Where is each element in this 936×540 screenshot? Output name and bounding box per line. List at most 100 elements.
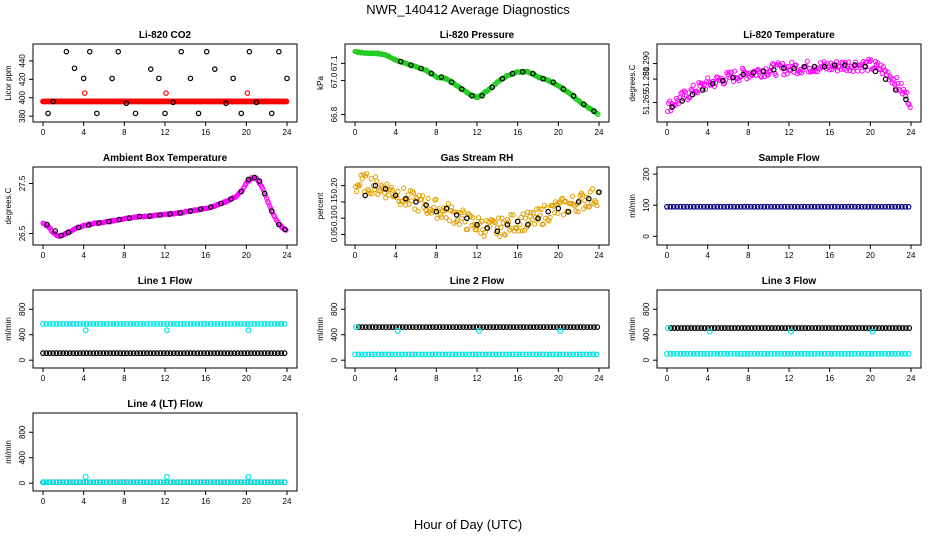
data-point <box>83 350 90 357</box>
data-point <box>681 88 687 94</box>
data-point <box>751 350 758 357</box>
data-point <box>583 203 589 209</box>
data-point <box>805 350 811 357</box>
data-point <box>241 479 248 486</box>
data-point <box>555 205 562 212</box>
data-point <box>154 321 160 327</box>
data-point <box>181 479 187 486</box>
data-point <box>774 203 781 210</box>
data-point <box>687 203 694 210</box>
data-point <box>821 63 828 70</box>
series-cyan <box>40 321 288 334</box>
data-point <box>476 327 483 334</box>
x-tick-label: 16 <box>825 374 834 383</box>
data-point <box>724 350 731 357</box>
data-point <box>754 203 761 210</box>
data-point <box>528 209 534 216</box>
data-point <box>261 188 267 194</box>
data-point <box>580 351 587 358</box>
x-tick-label: 16 <box>513 374 522 383</box>
data-point <box>463 324 470 330</box>
data-point <box>90 350 97 357</box>
data-point <box>418 65 424 72</box>
panel-10: Line 4 (LT) Flow ml/min 0 4 8 12 16 20 24 0 400 800 <box>4 399 298 506</box>
data-point <box>852 325 859 331</box>
data-point <box>272 214 278 220</box>
data-point <box>446 218 453 224</box>
data-point <box>504 221 511 228</box>
data-point <box>140 479 147 486</box>
data-point <box>744 350 751 357</box>
data-point <box>97 350 103 357</box>
data-point <box>510 324 517 330</box>
data-point <box>453 212 460 218</box>
data-point <box>530 324 537 330</box>
data-point <box>866 325 872 331</box>
data-point <box>558 196 564 202</box>
data-point <box>557 327 564 334</box>
data-point <box>735 325 742 331</box>
y-axis-label: ml/min <box>628 317 637 341</box>
data-point <box>539 351 546 358</box>
data-point <box>60 350 67 357</box>
data-point <box>422 351 429 358</box>
data-point <box>507 324 513 330</box>
data-point <box>82 327 89 334</box>
data-point <box>865 67 871 73</box>
data-point <box>907 104 913 110</box>
data-point <box>697 203 704 210</box>
data-point <box>187 75 194 82</box>
data-point <box>53 479 60 486</box>
data-point <box>80 479 87 486</box>
data-point <box>195 110 202 117</box>
data-point <box>425 195 431 202</box>
data-point <box>238 479 244 486</box>
y-tick-label: 400 <box>330 328 339 342</box>
data-point <box>514 218 521 225</box>
data-point <box>775 325 782 331</box>
panel-9: Line 3 Flow ml/min 0 4 8 12 16 20 24 0 400 800 <box>628 276 922 383</box>
data-point <box>781 65 787 72</box>
data-point <box>366 324 373 330</box>
y-tick-label: 0 <box>642 234 651 239</box>
data-point <box>368 351 375 358</box>
data-point <box>221 321 228 327</box>
x-tick-label: 20 <box>242 374 251 383</box>
data-point <box>459 351 466 358</box>
data-point <box>878 203 885 210</box>
data-point <box>595 111 601 117</box>
data-point <box>353 324 360 331</box>
data-point <box>77 321 83 327</box>
data-point <box>696 80 702 86</box>
data-point <box>737 350 744 357</box>
data-point <box>415 208 421 214</box>
data-point <box>160 350 167 357</box>
data-point <box>795 325 802 331</box>
data-point <box>75 224 82 231</box>
data-point <box>580 101 587 108</box>
data-point <box>593 351 600 358</box>
data-point <box>848 203 855 210</box>
data-point <box>120 350 127 357</box>
x-tick-label: 8 <box>122 251 127 260</box>
data-point <box>50 479 56 486</box>
data-point <box>694 350 701 357</box>
data-point <box>274 321 281 327</box>
data-point <box>550 351 556 358</box>
data-point <box>520 211 526 217</box>
data-point <box>403 202 409 208</box>
data-point <box>801 350 808 357</box>
data-point <box>368 176 374 182</box>
data-point <box>382 351 389 358</box>
data-point <box>271 321 278 327</box>
x-tick-label: 8 <box>434 128 439 137</box>
data-point <box>217 350 224 357</box>
data-point <box>499 75 506 82</box>
data-point <box>781 203 788 210</box>
data-point <box>462 351 469 358</box>
data-point <box>86 48 93 55</box>
data-point <box>731 325 738 331</box>
x-tick-label: 16 <box>825 251 834 260</box>
data-point <box>811 350 818 357</box>
x-tick-label: 24 <box>283 251 292 260</box>
